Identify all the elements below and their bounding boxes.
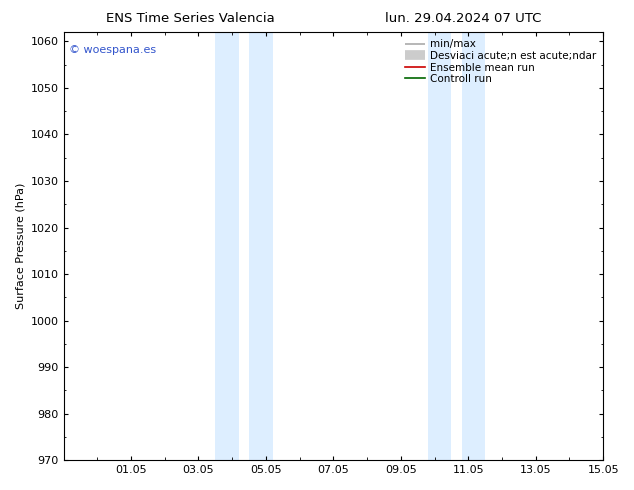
Bar <box>462 32 485 460</box>
Bar <box>216 32 239 460</box>
Text: © woespana.es: © woespana.es <box>69 45 156 55</box>
Y-axis label: Surface Pressure (hPa): Surface Pressure (hPa) <box>15 183 25 309</box>
Text: ENS Time Series Valencia: ENS Time Series Valencia <box>106 12 275 25</box>
Legend: min/max, Desviaci acute;n est acute;ndar, Ensemble mean run, Controll run: min/max, Desviaci acute;n est acute;ndar… <box>403 37 598 86</box>
Bar <box>249 32 273 460</box>
Bar <box>428 32 451 460</box>
Text: lun. 29.04.2024 07 UTC: lun. 29.04.2024 07 UTC <box>385 12 541 25</box>
